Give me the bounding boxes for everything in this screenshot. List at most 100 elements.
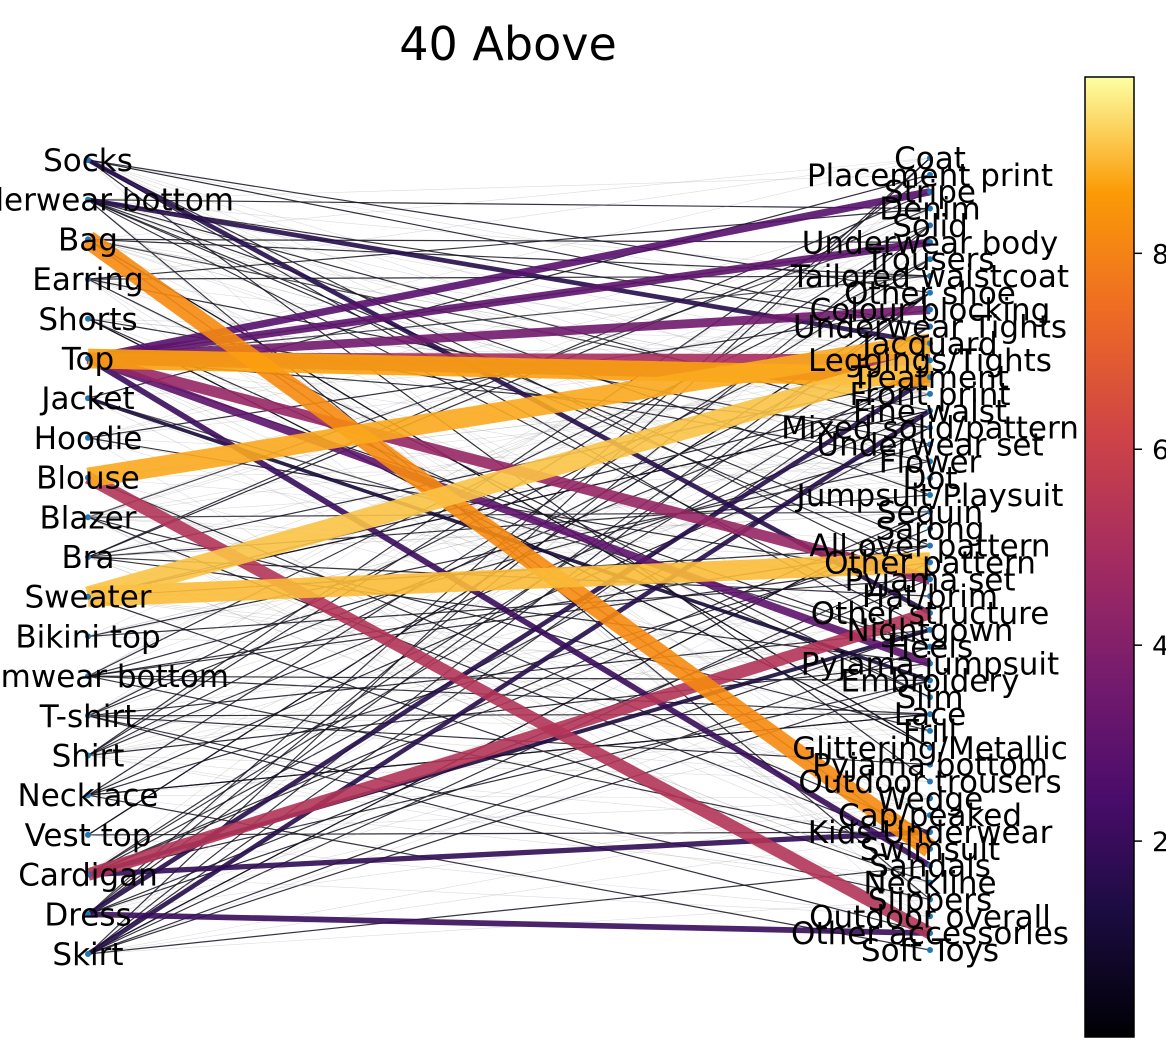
background-edge: [87, 511, 931, 756]
node-slim: [927, 694, 933, 701]
node-blouse: [85, 474, 91, 481]
node-pyjama-bottom: [927, 761, 933, 768]
right-label-front-print: Front print: [849, 377, 1010, 413]
background-edge: [87, 556, 931, 883]
background-edge: [87, 359, 931, 518]
background-edge: [87, 292, 931, 597]
background-edge: [87, 239, 931, 462]
node-pyjama-set: [927, 576, 933, 583]
background-edge: [87, 556, 931, 883]
right-label-fine-waist: Fine waist: [853, 394, 1007, 430]
node-kids-underwear: [927, 829, 933, 836]
background-edge: [87, 359, 931, 677]
node-treatment: [927, 374, 933, 381]
left-label-jacket: Jacket: [39, 381, 134, 417]
node-jumpsuit-playsuit: [927, 492, 933, 499]
left-label-t-shirt: T-shirt: [39, 699, 137, 735]
right-label-pyjama-set: Pyjama set: [844, 562, 1015, 598]
left-label-bikini-top: Bikini top: [15, 619, 160, 655]
left-label-earring: Earring: [32, 262, 143, 298]
left-label-bra: Bra: [61, 540, 114, 576]
edge-cardigan-kids-underwear: [87, 829, 931, 878]
background-edge: [87, 199, 931, 361]
background-edge: [87, 646, 931, 955]
right-label-swimsuit: Swimsuit: [860, 832, 1000, 868]
background-edge: [87, 358, 931, 513]
background-edge: [87, 834, 931, 917]
left-label-shirt: Shirt: [52, 739, 125, 775]
left-label-underwear-bottom: Underwear bottom: [0, 183, 234, 219]
background-edge: [87, 437, 931, 681]
right-label-treatment: Treatment: [850, 360, 1009, 396]
right-label-underwear-body: Underwear body: [802, 225, 1059, 261]
right-label-underwear-tights: Underwear Tights: [793, 310, 1067, 346]
node-swimwear-bottom: [85, 673, 91, 680]
edge-skirt-fine-waist: [86, 408, 932, 956]
left-label-vest-top: Vest top: [25, 818, 152, 854]
background-edge: [87, 477, 931, 833]
background-edge: [87, 239, 931, 664]
node-coat: [927, 155, 933, 161]
node-socks: [85, 157, 91, 163]
left-label-sweater: Sweater: [24, 580, 151, 616]
background-edge: [87, 427, 931, 637]
right-label-underwear-set: Underwear set: [816, 427, 1043, 463]
background-edge: [87, 443, 931, 677]
background-edge: [87, 675, 931, 681]
node-hoodie: [85, 434, 91, 441]
background-edge: [87, 397, 931, 648]
right-label-sequin: Sequin: [877, 495, 983, 531]
node-nightgown: [927, 626, 933, 633]
background-edge: [87, 798, 931, 955]
background-edge: [87, 578, 931, 637]
left-label-blouse: Blouse: [36, 461, 140, 497]
background-edge: [87, 258, 931, 796]
node-mixed-solid-pattern: [927, 424, 933, 431]
node-vest-top: [85, 831, 91, 838]
right-label-slippers: Slippers: [868, 882, 992, 918]
right-label-hat-brim: Hat/brim: [862, 579, 998, 615]
node-leggings-tights: [927, 357, 933, 364]
right-label-other-structure: Other structure: [811, 596, 1050, 632]
left-label-blazer: Blazer: [40, 500, 137, 536]
left-label-socks: Socks: [43, 143, 133, 179]
left-label-hoodie: Hoodie: [34, 421, 143, 457]
node-other-shoe: [927, 289, 933, 296]
node-bag: [85, 236, 91, 243]
node-swimsuit: [927, 845, 933, 852]
background-edge: [87, 174, 931, 200]
background-edge: [87, 663, 931, 915]
background-edge: [87, 359, 931, 955]
left-label-dress: Dress: [44, 897, 131, 933]
right-label-mixed-solid-pattern: Mixed solid/pattern: [781, 411, 1079, 447]
edge-dress-other-accessories: [87, 911, 931, 936]
right-label-glittering-metallic: Glittering/Metallic: [792, 731, 1068, 767]
background-edge: [87, 199, 931, 496]
node-top: [85, 355, 91, 362]
node-heels: [927, 643, 933, 650]
node-sandals: [927, 862, 933, 869]
background-edge: [87, 713, 931, 796]
background-edge: [87, 561, 931, 677]
background-edge: [87, 755, 931, 900]
node-colour-blocking: [927, 306, 933, 313]
background-edge: [87, 238, 931, 243]
chart-title: 40 Above: [399, 17, 617, 71]
background-edge: [87, 794, 931, 951]
right-label-frill: Frill: [903, 714, 957, 750]
right-label-coat: Coat: [894, 141, 966, 177]
right-label-stripe: Stripe: [884, 175, 976, 211]
left-label-shorts: Shorts: [38, 302, 137, 338]
right-label-pyjama-bottom: Pyjama bottom: [812, 748, 1048, 784]
node-other-pattern: [927, 559, 933, 566]
background-edge: [87, 794, 931, 799]
node-trousers: [927, 256, 933, 263]
background-edge: [87, 629, 931, 717]
right-label-tailored-waistcoat: Tailored waistcoat: [790, 259, 1069, 295]
background-edge: [87, 755, 931, 782]
colorbar: [1084, 76, 1135, 1038]
background-edge: [87, 477, 931, 637]
node-all-over-pattern: [927, 542, 933, 549]
